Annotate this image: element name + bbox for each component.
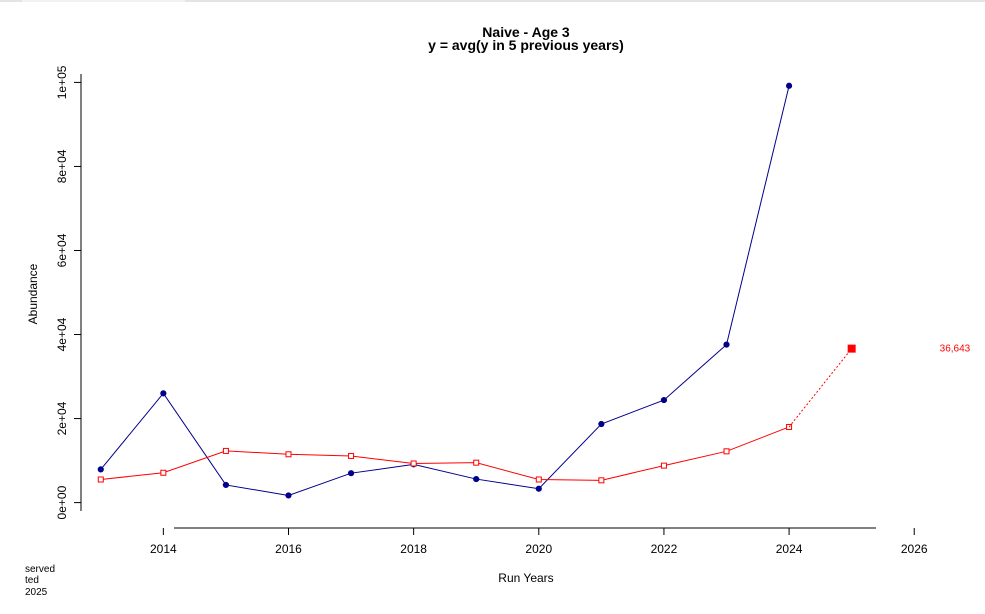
series-1	[97, 423, 793, 484]
chart-subtitle: y = avg(y in 5 previous years)	[428, 37, 624, 53]
x-tick-label: 2014	[150, 542, 177, 556]
series-1-point	[723, 448, 730, 455]
series-1-point	[598, 477, 605, 484]
series-1-point	[348, 452, 355, 459]
series-0-point	[723, 341, 730, 348]
footnote-line-2: ted	[25, 575, 39, 586]
forecast-value-label: 36,643	[940, 344, 971, 355]
series-0-point	[285, 492, 292, 499]
series-0-point	[222, 481, 230, 489]
y-ticks: 0e+00 2e+04 4e+04 6e+04 8e+04 1e+05	[55, 65, 81, 519]
series-1-point	[660, 462, 667, 469]
x-tick-label: 2016	[275, 542, 302, 556]
series-1-point	[473, 459, 480, 466]
series-0-point	[97, 466, 104, 473]
series-1-point	[97, 476, 104, 483]
y-axis-label: Abundance	[26, 263, 40, 324]
series-0-point	[473, 475, 480, 483]
series-0-point	[160, 390, 167, 397]
top-bar	[0, 0, 985, 2]
series-1-line	[100, 426, 790, 481]
chart-title: Naive - Age 3	[482, 24, 570, 40]
y-tick-label: 1e+05	[55, 65, 69, 99]
x-tick-label: 2018	[400, 542, 427, 556]
series-1-point	[410, 460, 417, 467]
series-0-point	[598, 420, 605, 428]
series-1-point	[285, 451, 292, 458]
footnote-line-1: served	[25, 564, 55, 575]
series-1-point	[535, 476, 542, 483]
x-axis-label: Run Years	[498, 571, 553, 585]
series-2	[788, 344, 856, 428]
y-tick-label: 4e+04	[55, 317, 69, 351]
annotation-layer: 36,643	[940, 344, 971, 355]
series-layer	[97, 82, 856, 499]
y-tick-label: 8e+04	[55, 149, 69, 183]
x-tick-label: 2020	[525, 542, 552, 556]
series-2-forecast-point	[847, 344, 856, 353]
y-tick-label: 0e+00	[55, 485, 69, 519]
series-0-point	[535, 485, 542, 492]
x-ticks: 2014 2016 2018 2020 2022 2024 2026	[150, 528, 928, 556]
y-tick-label: 2e+04	[55, 401, 69, 435]
x-tick-label: 2026	[901, 542, 928, 556]
y-tick-label: 6e+04	[55, 233, 69, 267]
x-tick-label: 2024	[776, 542, 803, 556]
series-1-point	[160, 469, 167, 476]
footnote-line-3: 2025	[25, 587, 48, 598]
series-0-point	[660, 396, 668, 404]
series-0-point	[347, 470, 355, 477]
series-2-line	[788, 348, 853, 428]
series-0-point	[785, 82, 793, 89]
x-tick-label: 2022	[651, 542, 678, 556]
series-0	[97, 82, 793, 499]
series-1-point	[222, 447, 229, 454]
series-0-line	[100, 85, 790, 496]
